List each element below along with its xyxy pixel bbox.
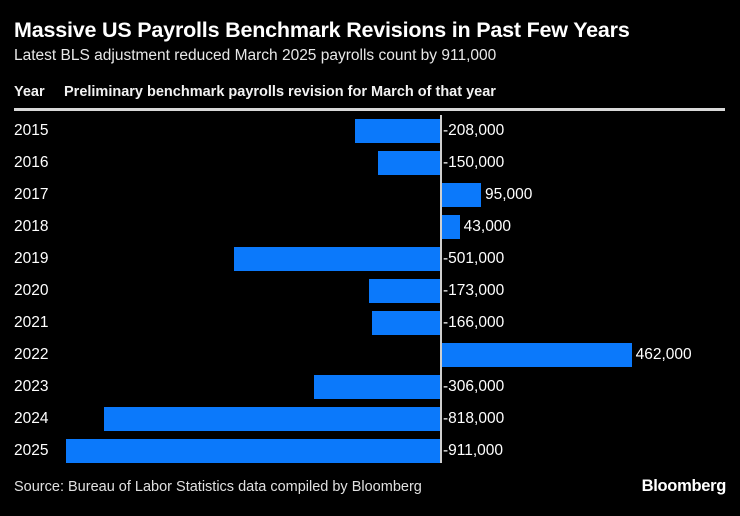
page-subtitle: Latest BLS adjustment reduced March 2025… <box>14 47 497 65</box>
bar <box>442 215 460 239</box>
bar-value-label: 462,000 <box>635 346 692 363</box>
bar-row-year-label: 2022 <box>14 346 49 363</box>
bar-row: 2025 -911,000 <box>0 435 740 467</box>
page-title: Massive US Payrolls Benchmark Revisions … <box>14 18 630 42</box>
bar-value-label: -166,000 <box>443 314 505 331</box>
bar-row-year-label: 2023 <box>14 378 49 395</box>
bar <box>234 247 440 271</box>
bar-value-label: -150,000 <box>443 154 505 171</box>
bar-row: 2016 -150,000 <box>0 147 740 179</box>
bar-row: 2019 -501,000 <box>0 243 740 275</box>
bar-row-year-label: 2017 <box>14 186 49 203</box>
source-note: Source: Bureau of Labor Statistics data … <box>14 479 422 495</box>
bar <box>314 375 440 399</box>
column-header-year: Year <box>14 84 45 100</box>
bar-value-label: -306,000 <box>443 378 505 395</box>
bar-value-label: -173,000 <box>443 282 505 299</box>
bar <box>66 439 440 463</box>
bloomberg-logo: Bloomberg <box>641 477 727 495</box>
bar <box>378 151 440 175</box>
bar-row-year-label: 2018 <box>14 218 49 235</box>
bar <box>442 343 632 367</box>
bar-row-year-label: 2015 <box>14 122 49 139</box>
bar-row-year-label: 2019 <box>14 250 49 267</box>
bar-row: 2021 -166,000 <box>0 307 740 339</box>
bar-value-label: -818,000 <box>443 410 505 427</box>
header-divider <box>14 108 725 111</box>
bar-row: 2024 -818,000 <box>0 403 740 435</box>
bar-value-label: -911,000 <box>443 442 504 459</box>
bar-row-year-label: 2016 <box>14 154 49 171</box>
bar-row: 2015 -208,000 <box>0 115 740 147</box>
zero-axis-line <box>440 115 442 463</box>
footer-divider <box>14 470 725 471</box>
bar-row-year-label: 2021 <box>14 314 49 331</box>
plot-area: 2015 -208,000 2016 -150,000 2017 95,000 2018 43… <box>0 113 740 465</box>
bar-row-year-label: 2025 <box>14 442 49 459</box>
bar-row: 2020 -173,000 <box>0 275 740 307</box>
bar-value-label: -208,000 <box>443 122 505 139</box>
bar-value-label: 95,000 <box>484 186 533 203</box>
bar <box>354 119 440 143</box>
bar-row-year-label: 2020 <box>14 282 49 299</box>
bar-row: 2023 -306,000 <box>0 371 740 403</box>
bar-row: 2022 462,000 <box>0 339 740 371</box>
bar <box>368 279 440 303</box>
bar <box>104 407 440 431</box>
header-block: Massive US Payrolls Benchmark Revisions … <box>14 18 726 66</box>
bar <box>442 183 481 207</box>
bar <box>371 311 440 335</box>
bar-value-label: -501,000 <box>443 250 505 267</box>
bar-row: 2017 95,000 <box>0 179 740 211</box>
bar-row: 2018 43,000 <box>0 211 740 243</box>
column-header-row: Year Preliminary benchmark payrolls revi… <box>14 84 726 100</box>
bar-value-label: 43,000 <box>463 218 512 235</box>
bar-row-year-label: 2024 <box>14 410 49 427</box>
column-header-value: Preliminary benchmark payrolls revision … <box>64 84 496 100</box>
